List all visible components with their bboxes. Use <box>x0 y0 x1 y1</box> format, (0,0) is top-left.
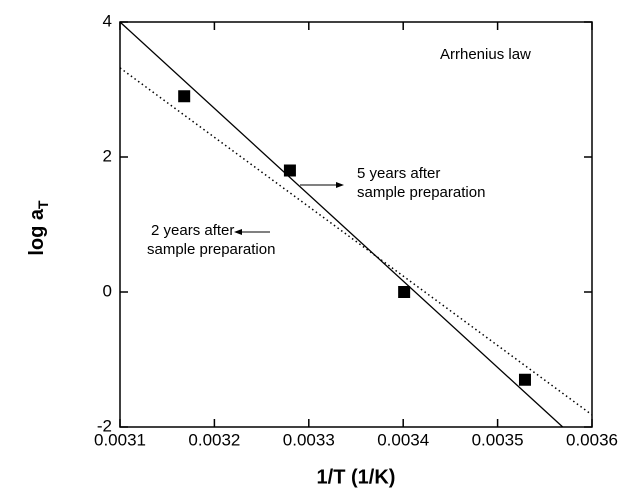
arrow <box>234 229 270 235</box>
marker <box>283 164 296 177</box>
line <box>119 21 564 428</box>
y-axis-label-sub: T <box>35 200 51 209</box>
y-tick-label: -2 <box>97 416 112 435</box>
y-axis-label-main: log a <box>26 208 48 256</box>
marker <box>518 373 531 386</box>
x-tick-label: 0.0035 <box>472 430 524 449</box>
annotation: sample preparation <box>147 241 275 258</box>
annotation: sample preparation <box>357 184 485 201</box>
x-tick-label: 0.0033 <box>283 430 335 449</box>
x-tick-label: 0.0034 <box>377 430 429 449</box>
plot-frame <box>119 21 593 428</box>
x-tick-label: 0.0032 <box>188 430 240 449</box>
y-tick-label: 2 <box>103 146 112 165</box>
line <box>119 67 593 416</box>
annotation: Arrhenius law <box>440 46 531 63</box>
y-tick-label: 4 <box>103 11 112 30</box>
x-tick-label: 0.0031 <box>94 430 146 449</box>
marker <box>178 90 191 103</box>
x-tick-label: 0.0036 <box>566 430 618 449</box>
marker <box>398 286 411 298</box>
annotation: 5 years after <box>357 165 440 182</box>
arrow <box>300 182 344 188</box>
y-tick-label: 0 <box>103 281 112 300</box>
x-axis-label: 1/T (1/K) <box>317 466 396 488</box>
annotation: 2 years after <box>151 222 234 239</box>
y-axis-label: log aT <box>26 200 50 256</box>
